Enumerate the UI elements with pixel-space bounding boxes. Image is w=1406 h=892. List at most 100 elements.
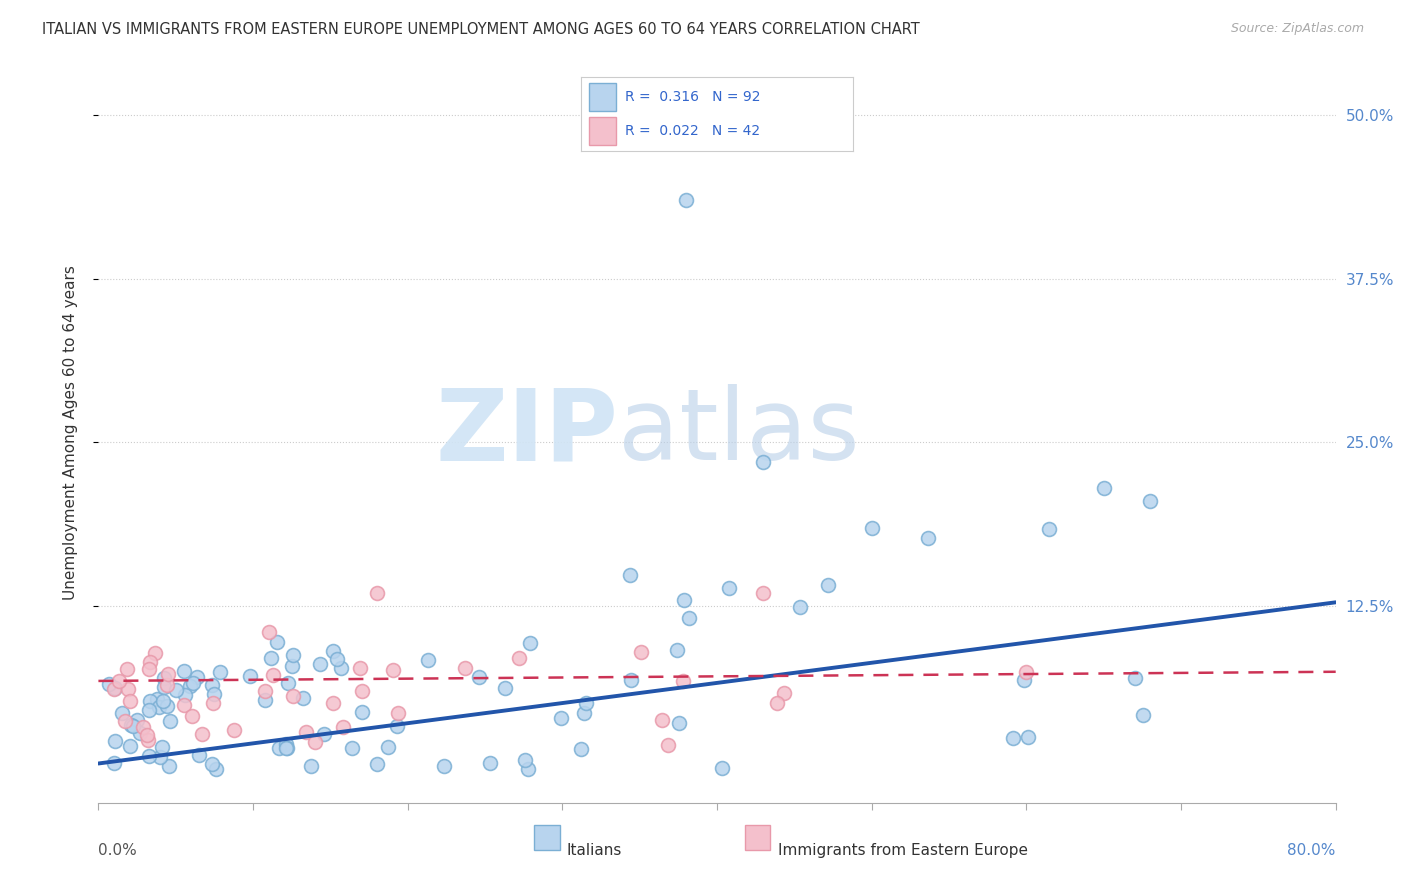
Point bbox=[292, 691, 315, 706]
Point bbox=[326, 652, 349, 666]
Point bbox=[136, 728, 159, 742]
Point bbox=[1092, 481, 1115, 495]
Point bbox=[103, 682, 125, 697]
Point bbox=[299, 758, 322, 772]
Point bbox=[416, 653, 439, 667]
Point bbox=[157, 758, 180, 772]
Point bbox=[179, 679, 201, 693]
Point bbox=[678, 611, 700, 625]
Point bbox=[620, 673, 643, 687]
Point bbox=[165, 683, 187, 698]
Point bbox=[149, 749, 172, 764]
Point bbox=[350, 684, 373, 698]
Point bbox=[132, 720, 155, 734]
Point bbox=[138, 662, 160, 676]
Point bbox=[117, 682, 139, 697]
Point bbox=[281, 689, 304, 703]
Point bbox=[789, 599, 811, 614]
Point bbox=[98, 677, 121, 691]
Point bbox=[711, 761, 734, 775]
Point bbox=[773, 686, 796, 700]
Point bbox=[1017, 730, 1039, 744]
Text: Italians: Italians bbox=[567, 843, 621, 858]
Point bbox=[266, 635, 288, 649]
Point bbox=[295, 724, 318, 739]
Point bbox=[202, 687, 225, 701]
Point bbox=[153, 680, 176, 694]
Point bbox=[103, 734, 125, 748]
Point bbox=[139, 694, 162, 708]
Point bbox=[153, 671, 176, 685]
Point bbox=[239, 669, 262, 683]
Point bbox=[1015, 665, 1038, 679]
Point bbox=[127, 713, 149, 727]
Point bbox=[276, 741, 298, 756]
Point bbox=[262, 667, 284, 681]
Point bbox=[205, 762, 228, 776]
Point bbox=[260, 650, 283, 665]
Point bbox=[173, 698, 195, 712]
Point bbox=[377, 739, 399, 754]
Point bbox=[668, 715, 690, 730]
Point bbox=[208, 665, 231, 679]
Point bbox=[146, 692, 169, 706]
Point bbox=[136, 733, 159, 747]
Point bbox=[186, 670, 208, 684]
Point bbox=[155, 678, 177, 692]
Point bbox=[201, 696, 224, 710]
Point bbox=[657, 738, 679, 752]
Point bbox=[1139, 494, 1161, 508]
Point bbox=[352, 705, 374, 719]
Point bbox=[665, 643, 688, 657]
Point bbox=[304, 734, 326, 748]
Point bbox=[107, 673, 129, 688]
Point bbox=[322, 696, 344, 710]
Point bbox=[1038, 522, 1060, 536]
Point bbox=[433, 759, 456, 773]
Text: Source: ZipAtlas.com: Source: ZipAtlas.com bbox=[1230, 22, 1364, 36]
Point bbox=[494, 681, 516, 695]
Point bbox=[1012, 673, 1035, 687]
Point bbox=[173, 665, 195, 679]
Point bbox=[619, 568, 641, 582]
Point bbox=[120, 718, 142, 732]
Point bbox=[516, 762, 538, 776]
Point bbox=[513, 753, 536, 767]
Point bbox=[332, 720, 354, 734]
Point bbox=[276, 741, 298, 756]
Point bbox=[508, 651, 530, 665]
Text: ZIP: ZIP bbox=[436, 384, 619, 481]
Point bbox=[257, 625, 280, 640]
Point bbox=[103, 756, 125, 770]
Point bbox=[277, 676, 299, 690]
Point bbox=[283, 648, 305, 662]
Point bbox=[766, 696, 789, 710]
Point bbox=[118, 739, 141, 753]
Point bbox=[269, 740, 291, 755]
Point bbox=[322, 644, 344, 658]
Point bbox=[1001, 731, 1024, 746]
Point bbox=[150, 739, 173, 754]
Point bbox=[201, 757, 224, 772]
Point bbox=[453, 661, 475, 675]
Point bbox=[672, 673, 695, 688]
Point bbox=[114, 714, 136, 729]
Point bbox=[174, 688, 197, 702]
Point bbox=[572, 706, 595, 721]
Point bbox=[138, 749, 160, 764]
Point bbox=[917, 531, 939, 545]
Point bbox=[382, 663, 405, 677]
Point bbox=[121, 719, 143, 733]
Point bbox=[104, 681, 127, 696]
Point bbox=[222, 723, 245, 737]
Point bbox=[752, 455, 775, 469]
Text: atlas: atlas bbox=[619, 384, 859, 481]
Point bbox=[340, 740, 363, 755]
Text: Immigrants from Eastern Europe: Immigrants from Eastern Europe bbox=[778, 843, 1028, 858]
Point bbox=[550, 711, 572, 725]
Point bbox=[188, 747, 211, 762]
Text: ITALIAN VS IMMIGRANTS FROM EASTERN EUROPE UNEMPLOYMENT AMONG AGES 60 TO 64 YEARS: ITALIAN VS IMMIGRANTS FROM EASTERN EUROP… bbox=[42, 22, 920, 37]
Point bbox=[630, 645, 652, 659]
Point bbox=[675, 193, 697, 207]
Point bbox=[366, 586, 388, 600]
